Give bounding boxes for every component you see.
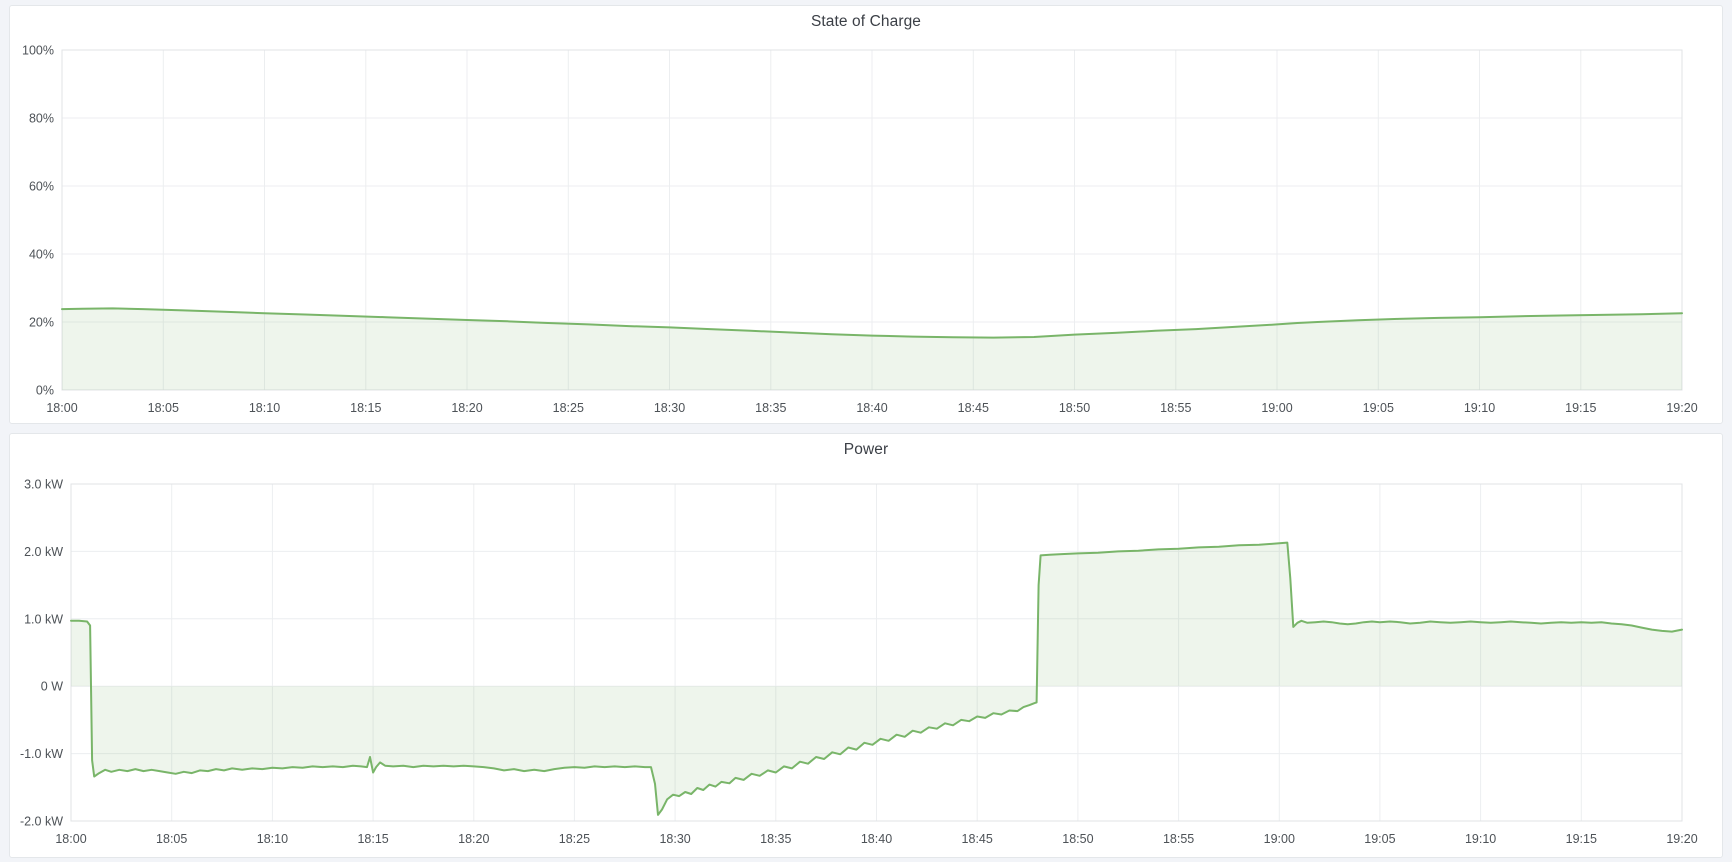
- x-axis-labels: 18:00 18:05 18:10 18:15 18:20 18:25 18:30 18:35…: [55, 832, 1697, 846]
- panel-state-of-charge: State of Charge 18:00 18:05 18:10 18:15 18:2…: [9, 5, 1723, 424]
- x-tick-label: 18:00: [46, 401, 77, 415]
- panel-power: Power 18:00 18:05 18:10 18:15 18:20 18:25 18:3…: [9, 433, 1723, 858]
- x-tick-label: 19:00: [1261, 401, 1292, 415]
- y-tick-label: -2.0 kW: [20, 815, 63, 829]
- y-tick-label: 20%: [29, 316, 54, 330]
- series-area: [62, 308, 1682, 390]
- x-tick-label: 18:55: [1160, 401, 1191, 415]
- y-tick-label: 0 W: [41, 680, 63, 694]
- y-tick-label: 3.0 kW: [24, 478, 63, 492]
- y-tick-label: -1.0 kW: [20, 747, 63, 761]
- x-tick-label: 18:10: [257, 832, 288, 846]
- x-tick-label: 18:30: [659, 832, 690, 846]
- y-tick-label: 2.0 kW: [24, 545, 63, 559]
- x-tick-label: 18:05: [156, 832, 187, 846]
- panel-title: State of Charge: [810, 13, 922, 30]
- y-axis-labels: 3.0 kW 2.0 kW 1.0 kW 0 W -1.0 kW -2.0 kW: [20, 478, 63, 829]
- series-area: [71, 542, 1682, 815]
- y-tick-label: 40%: [29, 248, 54, 262]
- x-tick-label: 18:45: [962, 832, 993, 846]
- panel-header-power[interactable]: Power: [10, 434, 1722, 466]
- x-tick-label: 18:30: [654, 401, 685, 415]
- series-line: [61, 307, 1683, 339]
- panel-title: Power: [843, 441, 889, 458]
- x-tick-label: 18:20: [458, 832, 489, 846]
- x-tick-label: 18:45: [958, 401, 989, 415]
- x-tick-label: 18:50: [1059, 401, 1090, 415]
- y-axis-labels: 0% 20% 40% 60% 80% 100%: [22, 44, 54, 398]
- x-tick-label: 18:15: [350, 401, 381, 415]
- x-tick-label: 19:15: [1566, 832, 1597, 846]
- plot-border: [70, 483, 1683, 822]
- x-tick-label: 18:35: [760, 832, 791, 846]
- x-tick-label: 18:25: [559, 832, 590, 846]
- x-tick-label: 18:40: [861, 832, 892, 846]
- x-tick-label: 19:10: [1465, 832, 1496, 846]
- x-tick-label: 19:20: [1666, 832, 1697, 846]
- x-tick-label: 18:40: [856, 401, 887, 415]
- x-tick-label: 19:05: [1364, 832, 1395, 846]
- power-chart[interactable]: 18:00 18:05 18:10 18:15 18:20 18:25 18:30 18:35…: [10, 434, 1722, 857]
- y-tick-label: 80%: [29, 112, 54, 126]
- x-tick-label: 19:20: [1666, 401, 1697, 415]
- y-tick-label: 100%: [22, 44, 54, 58]
- x-tick-label: 18:50: [1062, 832, 1093, 846]
- y-tick-label: 60%: [29, 180, 54, 194]
- state-of-charge-chart[interactable]: 18:00 18:05 18:10 18:15 18:20 18:25 18:30 18:35…: [10, 6, 1722, 423]
- series-line: [70, 541, 1683, 816]
- x-tick-label: 18:55: [1163, 832, 1194, 846]
- x-tick-label: 18:25: [553, 401, 584, 415]
- x-tick-label: 18:10: [249, 401, 280, 415]
- x-tick-label: 19:05: [1363, 401, 1394, 415]
- x-tick-label: 19:15: [1565, 401, 1596, 415]
- x-tick-label: 19:10: [1464, 401, 1495, 415]
- x-tick-label: 18:00: [55, 832, 86, 846]
- plot-border: [61, 49, 1683, 391]
- y-tick-label: 1.0 kW: [24, 612, 63, 626]
- x-tick-label: 18:20: [451, 401, 482, 415]
- x-tick-label: 19:00: [1264, 832, 1295, 846]
- x-tick-label: 18:05: [148, 401, 179, 415]
- x-tick-label: 18:35: [755, 401, 786, 415]
- panel-header-state-of-charge[interactable]: State of Charge: [10, 6, 1722, 38]
- y-tick-label: 0%: [36, 384, 54, 398]
- x-axis-labels: 18:00 18:05 18:10 18:15 18:20 18:25 18:30 18:35…: [46, 401, 1697, 415]
- x-tick-label: 18:15: [357, 832, 388, 846]
